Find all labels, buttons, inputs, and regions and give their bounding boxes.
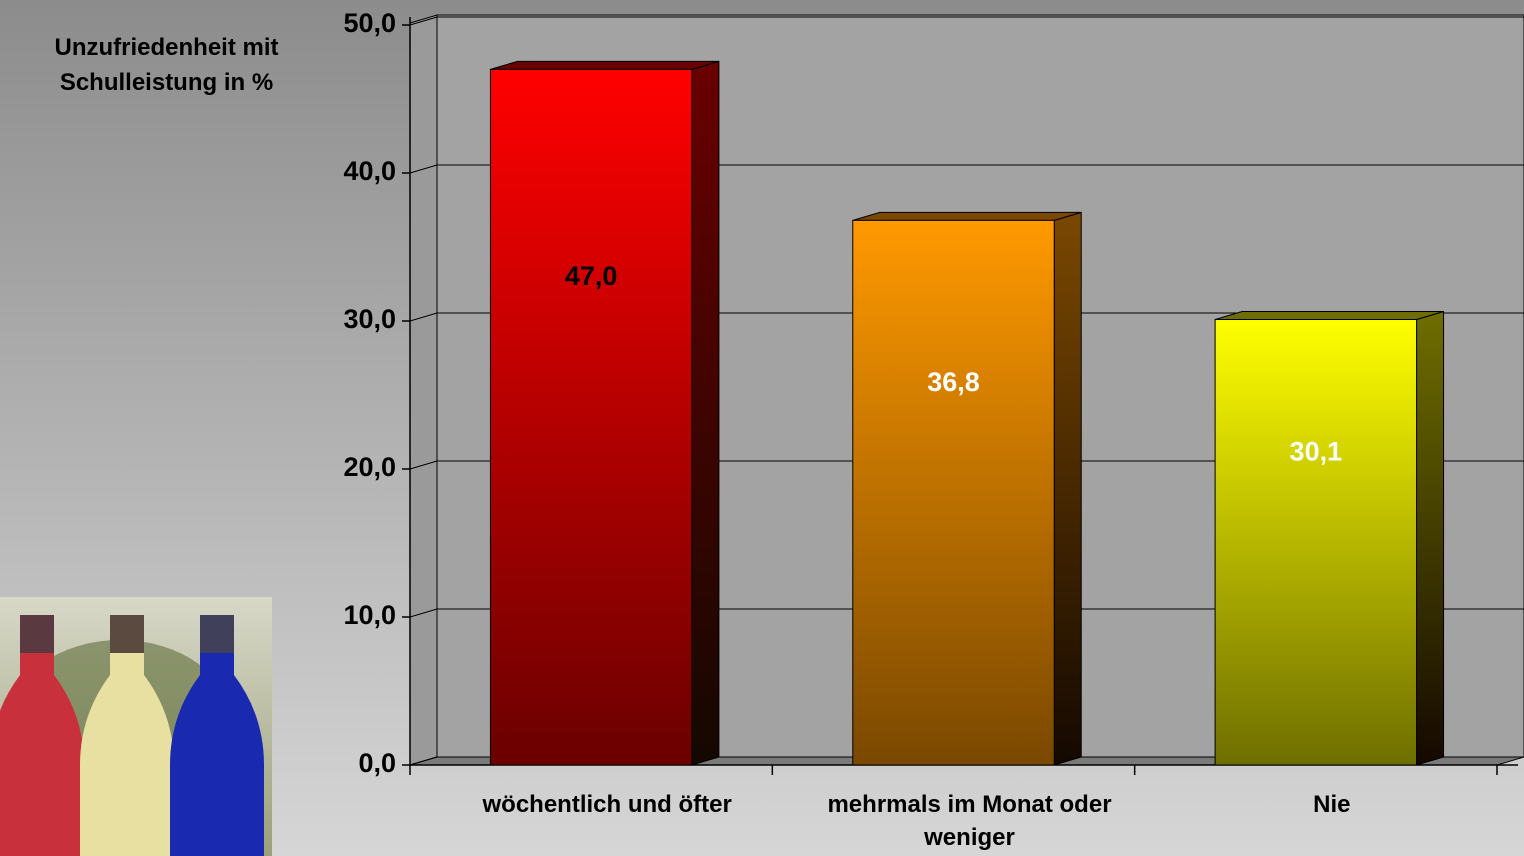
- bar: [490, 69, 691, 765]
- bar-top: [853, 212, 1081, 220]
- x-tick-label: mehrmals im Monat oder weniger: [800, 788, 1140, 854]
- side-wall: [410, 15, 437, 765]
- data-label: 47,0: [565, 261, 618, 291]
- x-tick-label: wöchentlich und öfter: [437, 788, 777, 821]
- bar-side: [1417, 312, 1444, 765]
- bar-side: [1054, 212, 1081, 765]
- x-tick-label: Nie: [1162, 788, 1502, 821]
- y-tick-label: 30,0: [343, 304, 396, 334]
- data-label: 30,1: [1290, 436, 1343, 466]
- bar: [853, 220, 1054, 765]
- bar-top: [1215, 312, 1443, 320]
- y-tick-label: 40,0: [343, 156, 396, 186]
- y-tick-label: 20,0: [343, 452, 396, 482]
- bar: [1215, 320, 1416, 765]
- bottle-photo: [0, 597, 272, 856]
- y-tick-label: 0,0: [358, 748, 396, 778]
- y-axis-title: Unzufriedenheit mit Schulleistung in %: [14, 30, 319, 100]
- bar-side: [692, 61, 719, 765]
- bar-top: [490, 61, 718, 69]
- y-tick-label: 50,0: [343, 8, 396, 38]
- y-tick-label: 10,0: [343, 600, 396, 630]
- data-label: 36,8: [927, 367, 980, 397]
